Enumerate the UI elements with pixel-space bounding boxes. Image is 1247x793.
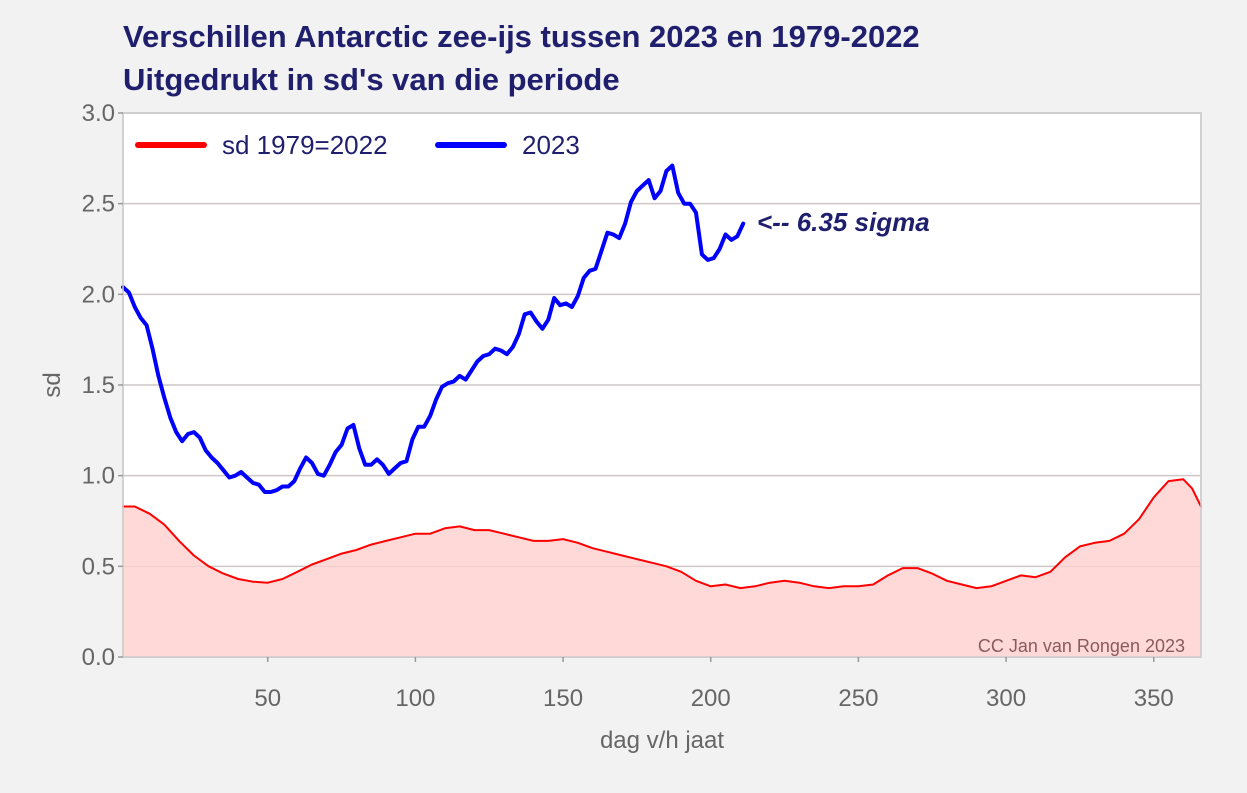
legend-label-2023: 2023	[522, 130, 580, 160]
y-tick-label: 2.5	[82, 191, 115, 218]
series-line-2023	[121, 163, 746, 494]
x-tick-label: 100	[395, 685, 435, 712]
y-axis-label: sd	[39, 372, 66, 397]
y-tick-label: 0.5	[82, 553, 115, 580]
x-axis: 50 100 150 200 250 300 350	[254, 657, 1174, 712]
x-tick-label: 200	[691, 685, 731, 712]
y-tick-label: 0.0	[82, 644, 115, 671]
x-tick-label: 300	[986, 685, 1026, 712]
chart-subtitle: Uitgedrukt in sd's van die periode	[123, 62, 620, 97]
series-line-sd	[122, 478, 1202, 590]
x-tick-label: 250	[838, 685, 878, 712]
y-tick-label: 1.5	[82, 372, 115, 399]
x-tick-label: 150	[543, 685, 583, 712]
y-tick-label: 2.0	[82, 281, 115, 308]
legend-label-sd: sd 1979=2022	[222, 130, 388, 160]
y-axis: 0.0 0.5 1.0 1.5 2.0 2.5 3.0	[82, 100, 123, 671]
x-axis-label: dag v/h jaat	[600, 727, 724, 754]
sd-area-fill	[123, 479, 1201, 657]
y-tick-label: 1.0	[82, 463, 115, 490]
credit-text: CC Jan van Rongen 2023	[978, 636, 1185, 656]
y-tick-label: 3.0	[82, 100, 115, 127]
legend: sd 1979=2022 2023	[135, 130, 580, 160]
x-tick-label: 50	[254, 685, 281, 712]
chart-title: Verschillen Antarctic zee-ijs tussen 202…	[123, 19, 920, 54]
annotation-sigma: <-- 6.35 sigma	[757, 207, 930, 237]
x-tick-label: 350	[1134, 685, 1174, 712]
